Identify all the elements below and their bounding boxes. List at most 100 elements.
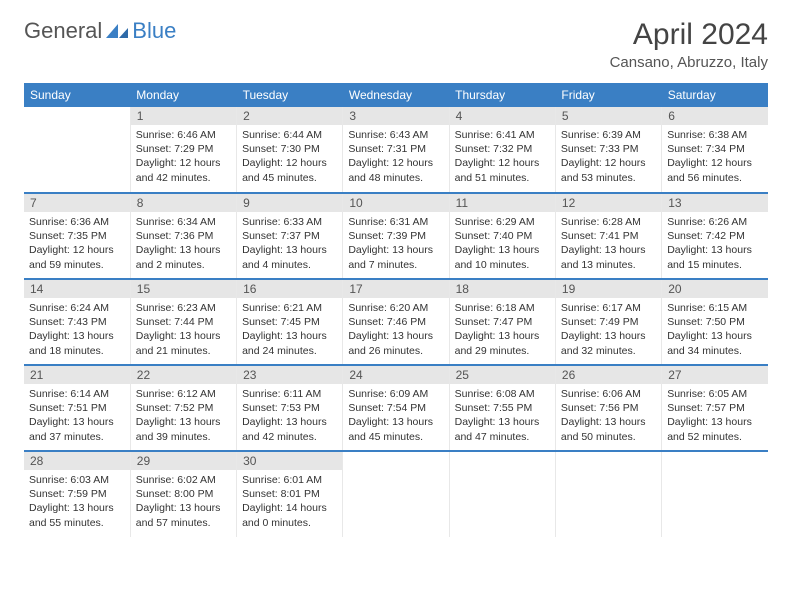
sunset-text: Sunset: 7:54 PM bbox=[348, 401, 443, 415]
day-number: 16 bbox=[237, 280, 342, 298]
calendar-day-cell: 18Sunrise: 6:18 AMSunset: 7:47 PMDayligh… bbox=[449, 279, 555, 365]
sunrise-text: Sunrise: 6:33 AM bbox=[242, 215, 337, 229]
day-content: Sunrise: 6:23 AMSunset: 7:44 PMDaylight:… bbox=[131, 298, 236, 361]
day-content: Sunrise: 6:29 AMSunset: 7:40 PMDaylight:… bbox=[450, 212, 555, 275]
daylight-text-2: and 50 minutes. bbox=[561, 430, 656, 444]
calendar-empty-cell bbox=[24, 107, 130, 193]
daylight-text: Daylight: 13 hours bbox=[29, 329, 125, 343]
daylight-text-2: and 52 minutes. bbox=[667, 430, 763, 444]
calendar-day-cell: 19Sunrise: 6:17 AMSunset: 7:49 PMDayligh… bbox=[555, 279, 661, 365]
calendar-day-cell: 1Sunrise: 6:46 AMSunset: 7:29 PMDaylight… bbox=[130, 107, 236, 193]
daylight-text-2: and 4 minutes. bbox=[242, 258, 337, 272]
daylight-text: Daylight: 14 hours bbox=[242, 501, 337, 515]
sunrise-text: Sunrise: 6:15 AM bbox=[667, 301, 763, 315]
day-number: 8 bbox=[131, 194, 236, 212]
sunrise-text: Sunrise: 6:12 AM bbox=[136, 387, 231, 401]
day-number: 12 bbox=[556, 194, 661, 212]
sunset-text: Sunset: 7:45 PM bbox=[242, 315, 337, 329]
day-number: 4 bbox=[450, 107, 555, 125]
day-content: Sunrise: 6:21 AMSunset: 7:45 PMDaylight:… bbox=[237, 298, 342, 361]
sunset-text: Sunset: 7:52 PM bbox=[136, 401, 231, 415]
daylight-text: Daylight: 12 hours bbox=[667, 156, 763, 170]
day-number: 23 bbox=[237, 366, 342, 384]
month-title: April 2024 bbox=[610, 18, 768, 52]
sunset-text: Sunset: 7:47 PM bbox=[455, 315, 550, 329]
calendar-empty-cell bbox=[555, 451, 661, 537]
day-number: 29 bbox=[131, 452, 236, 470]
daylight-text-2: and 13 minutes. bbox=[561, 258, 656, 272]
day-number: 11 bbox=[450, 194, 555, 212]
sunset-text: Sunset: 7:43 PM bbox=[29, 315, 125, 329]
calendar-day-cell: 20Sunrise: 6:15 AMSunset: 7:50 PMDayligh… bbox=[662, 279, 768, 365]
daylight-text: Daylight: 13 hours bbox=[667, 243, 763, 257]
daylight-text-2: and 56 minutes. bbox=[667, 171, 763, 185]
day-content: Sunrise: 6:20 AMSunset: 7:46 PMDaylight:… bbox=[343, 298, 448, 361]
sunset-text: Sunset: 7:37 PM bbox=[242, 229, 337, 243]
day-content: Sunrise: 6:38 AMSunset: 7:34 PMDaylight:… bbox=[662, 125, 768, 188]
sunrise-text: Sunrise: 6:01 AM bbox=[242, 473, 337, 487]
daylight-text-2: and 34 minutes. bbox=[667, 344, 763, 358]
daylight-text-2: and 18 minutes. bbox=[29, 344, 125, 358]
calendar-empty-cell bbox=[662, 451, 768, 537]
sunrise-text: Sunrise: 6:21 AM bbox=[242, 301, 337, 315]
sunrise-text: Sunrise: 6:02 AM bbox=[136, 473, 231, 487]
daylight-text: Daylight: 12 hours bbox=[561, 156, 656, 170]
sunrise-text: Sunrise: 6:31 AM bbox=[348, 215, 443, 229]
weekday-header: Monday bbox=[130, 83, 236, 107]
day-content: Sunrise: 6:31 AMSunset: 7:39 PMDaylight:… bbox=[343, 212, 448, 275]
calendar-day-cell: 27Sunrise: 6:05 AMSunset: 7:57 PMDayligh… bbox=[662, 365, 768, 451]
day-content: Sunrise: 6:17 AMSunset: 7:49 PMDaylight:… bbox=[556, 298, 661, 361]
daylight-text: Daylight: 13 hours bbox=[455, 329, 550, 343]
daylight-text-2: and 24 minutes. bbox=[242, 344, 337, 358]
sunset-text: Sunset: 7:35 PM bbox=[29, 229, 125, 243]
sunrise-text: Sunrise: 6:08 AM bbox=[455, 387, 550, 401]
daylight-text: Daylight: 12 hours bbox=[29, 243, 125, 257]
weekday-header: Wednesday bbox=[343, 83, 449, 107]
day-content: Sunrise: 6:44 AMSunset: 7:30 PMDaylight:… bbox=[237, 125, 342, 188]
weekday-header: Sunday bbox=[24, 83, 130, 107]
sunrise-text: Sunrise: 6:29 AM bbox=[455, 215, 550, 229]
sunrise-text: Sunrise: 6:14 AM bbox=[29, 387, 125, 401]
sunrise-text: Sunrise: 6:43 AM bbox=[348, 128, 443, 142]
calendar-day-cell: 3Sunrise: 6:43 AMSunset: 7:31 PMDaylight… bbox=[343, 107, 449, 193]
sunset-text: Sunset: 8:01 PM bbox=[242, 487, 337, 501]
day-content: Sunrise: 6:03 AMSunset: 7:59 PMDaylight:… bbox=[24, 470, 130, 533]
sunset-text: Sunset: 7:40 PM bbox=[455, 229, 550, 243]
calendar-week-row: 21Sunrise: 6:14 AMSunset: 7:51 PMDayligh… bbox=[24, 365, 768, 451]
daylight-text-2: and 0 minutes. bbox=[242, 516, 337, 530]
day-number: 5 bbox=[556, 107, 661, 125]
sunrise-text: Sunrise: 6:34 AM bbox=[136, 215, 231, 229]
calendar-empty-cell bbox=[343, 451, 449, 537]
daylight-text: Daylight: 13 hours bbox=[667, 415, 763, 429]
sunrise-text: Sunrise: 6:36 AM bbox=[29, 215, 125, 229]
daylight-text: Daylight: 13 hours bbox=[561, 415, 656, 429]
daylight-text-2: and 42 minutes. bbox=[242, 430, 337, 444]
calendar-day-cell: 8Sunrise: 6:34 AMSunset: 7:36 PMDaylight… bbox=[130, 193, 236, 279]
sunrise-text: Sunrise: 6:06 AM bbox=[561, 387, 656, 401]
day-content: Sunrise: 6:46 AMSunset: 7:29 PMDaylight:… bbox=[131, 125, 236, 188]
sunset-text: Sunset: 7:57 PM bbox=[667, 401, 763, 415]
day-content: Sunrise: 6:14 AMSunset: 7:51 PMDaylight:… bbox=[24, 384, 130, 447]
daylight-text: Daylight: 13 hours bbox=[242, 243, 337, 257]
daylight-text-2: and 2 minutes. bbox=[136, 258, 231, 272]
sunrise-text: Sunrise: 6:23 AM bbox=[136, 301, 231, 315]
daylight-text: Daylight: 12 hours bbox=[348, 156, 443, 170]
day-number: 22 bbox=[131, 366, 236, 384]
calendar-day-cell: 28Sunrise: 6:03 AMSunset: 7:59 PMDayligh… bbox=[24, 451, 130, 537]
day-content: Sunrise: 6:28 AMSunset: 7:41 PMDaylight:… bbox=[556, 212, 661, 275]
daylight-text-2: and 53 minutes. bbox=[561, 171, 656, 185]
calendar-day-cell: 17Sunrise: 6:20 AMSunset: 7:46 PMDayligh… bbox=[343, 279, 449, 365]
calendar-week-row: 1Sunrise: 6:46 AMSunset: 7:29 PMDaylight… bbox=[24, 107, 768, 193]
day-content: Sunrise: 6:33 AMSunset: 7:37 PMDaylight:… bbox=[237, 212, 342, 275]
calendar-day-cell: 13Sunrise: 6:26 AMSunset: 7:42 PMDayligh… bbox=[662, 193, 768, 279]
sunrise-text: Sunrise: 6:18 AM bbox=[455, 301, 550, 315]
daylight-text-2: and 59 minutes. bbox=[29, 258, 125, 272]
sunset-text: Sunset: 7:34 PM bbox=[667, 142, 763, 156]
day-content: Sunrise: 6:05 AMSunset: 7:57 PMDaylight:… bbox=[662, 384, 768, 447]
daylight-text-2: and 26 minutes. bbox=[348, 344, 443, 358]
sunset-text: Sunset: 7:42 PM bbox=[667, 229, 763, 243]
day-content: Sunrise: 6:01 AMSunset: 8:01 PMDaylight:… bbox=[237, 470, 342, 533]
sunrise-text: Sunrise: 6:28 AM bbox=[561, 215, 656, 229]
day-number: 3 bbox=[343, 107, 448, 125]
calendar-day-cell: 9Sunrise: 6:33 AMSunset: 7:37 PMDaylight… bbox=[237, 193, 343, 279]
